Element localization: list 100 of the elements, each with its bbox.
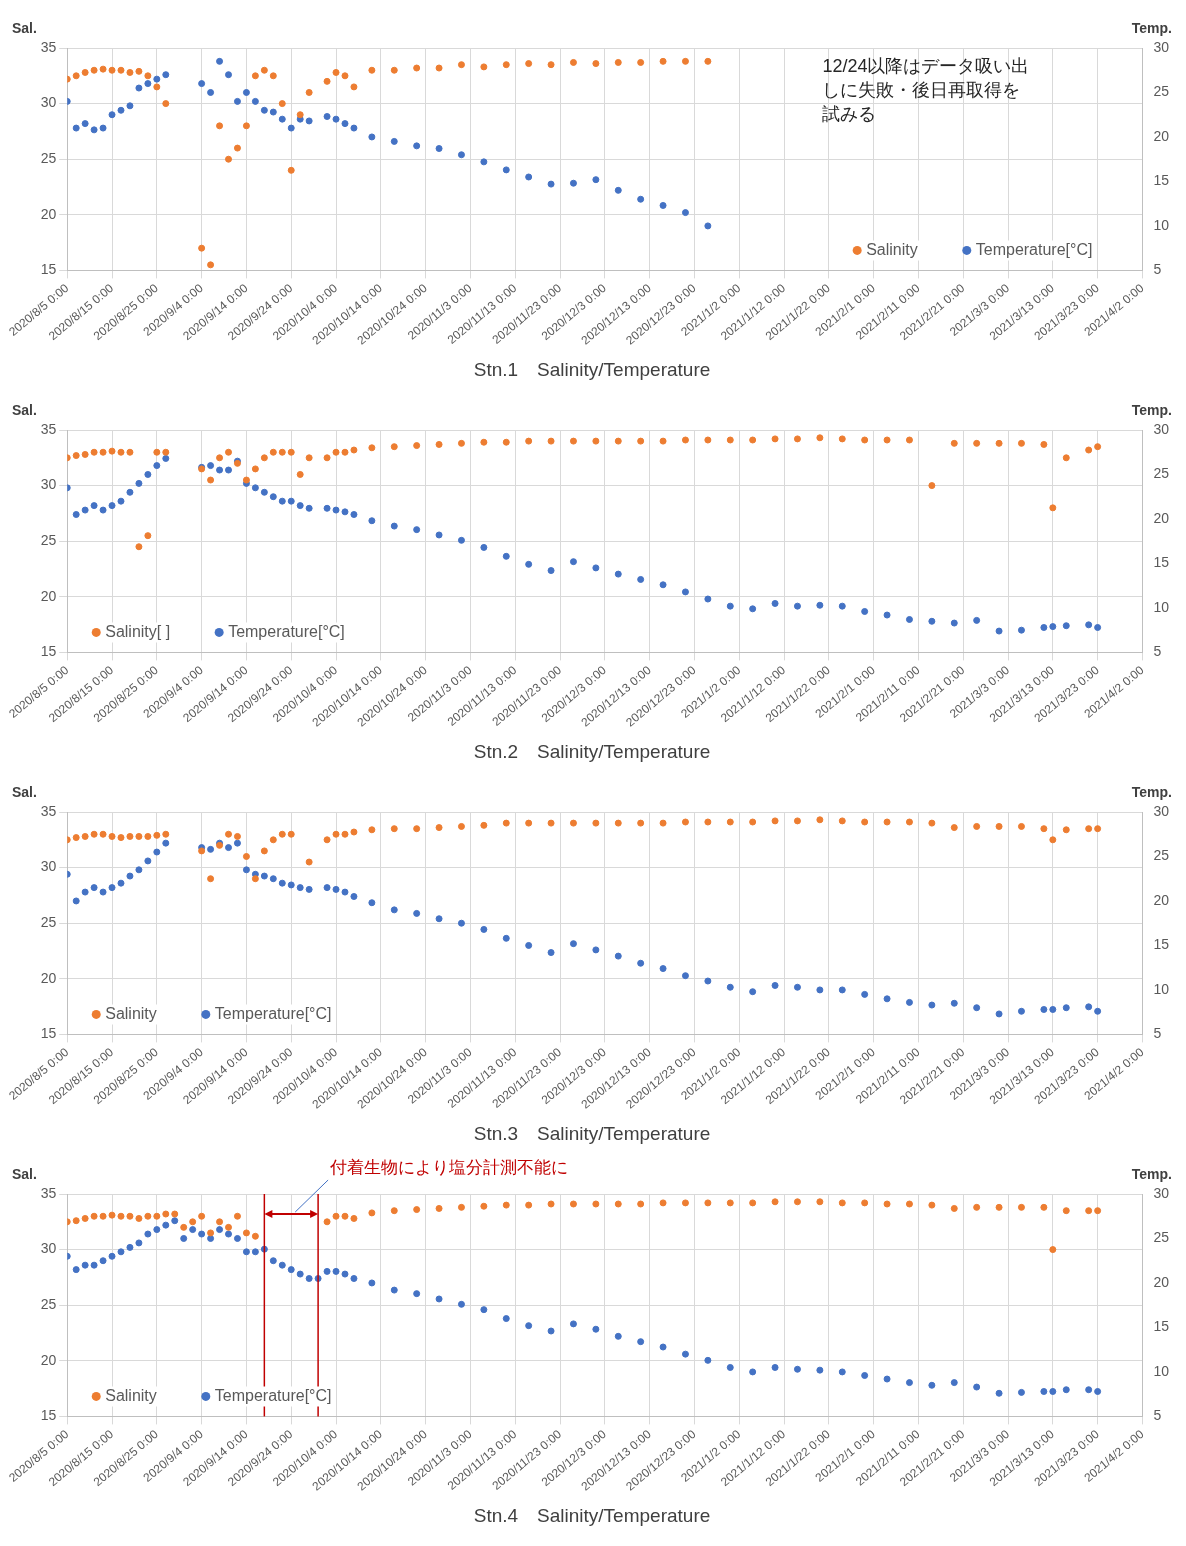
point	[323, 113, 331, 120]
y-tick-label: 30	[40, 858, 57, 875]
point	[207, 88, 215, 96]
point	[242, 122, 250, 130]
point	[278, 100, 286, 108]
y2-tick-label: 5	[1153, 261, 1162, 278]
point	[305, 117, 313, 125]
point	[480, 158, 488, 166]
point	[390, 137, 398, 145]
point	[278, 115, 286, 123]
point	[225, 71, 233, 79]
y2-tick-label: 10	[1153, 598, 1170, 615]
y-tick-label: 15	[40, 643, 57, 660]
y-tick-label: 30	[40, 1240, 57, 1257]
point	[207, 261, 215, 269]
point	[135, 84, 143, 92]
point	[435, 145, 443, 153]
point	[90, 126, 98, 134]
point	[72, 124, 80, 132]
y-axis-title: Sal.	[12, 19, 37, 36]
point	[502, 61, 510, 69]
point	[99, 65, 107, 73]
point	[126, 102, 134, 110]
y2-tick-label: 15	[1153, 554, 1170, 571]
point	[216, 122, 224, 130]
point	[592, 176, 600, 184]
point	[233, 144, 241, 152]
y2-axis-title: Temp.	[1131, 1165, 1172, 1182]
legend-label: Salinity	[866, 240, 918, 258]
point	[153, 83, 161, 91]
point	[341, 120, 349, 128]
point	[305, 88, 313, 96]
y-tick-label: 25	[40, 1296, 57, 1313]
y2-tick-label: 15	[1153, 1318, 1170, 1335]
point	[659, 57, 667, 65]
legend-label: Salinity[ ]	[105, 622, 171, 640]
point	[569, 58, 577, 66]
point	[81, 120, 89, 128]
y2-tick-label: 10	[1153, 1362, 1170, 1379]
point	[162, 71, 170, 79]
y-tick-label: 35	[40, 1184, 57, 1201]
point	[198, 244, 206, 252]
y-tick-label: 20	[40, 205, 57, 222]
point	[117, 106, 125, 114]
point	[260, 66, 268, 74]
point	[457, 151, 465, 159]
point	[126, 68, 134, 76]
y2-tick-label: 5	[1153, 1025, 1162, 1042]
point	[547, 61, 555, 69]
point	[413, 64, 421, 72]
legend-label: Salinity	[105, 1004, 157, 1022]
point	[287, 166, 295, 174]
point	[681, 209, 689, 217]
point	[162, 100, 170, 108]
point	[144, 72, 152, 80]
point	[90, 66, 98, 74]
point	[704, 57, 712, 65]
point	[569, 179, 577, 187]
y2-tick-label: 15	[1153, 172, 1170, 189]
point	[704, 222, 712, 230]
point	[659, 201, 667, 209]
y2-tick-label: 30	[1153, 1184, 1170, 1201]
point	[592, 60, 600, 68]
point	[681, 57, 689, 65]
text: 付着生物により塩分計測不能に	[329, 1158, 569, 1178]
point	[144, 80, 152, 88]
y-tick-label: 15	[40, 1025, 57, 1042]
y-tick-label: 25	[40, 914, 57, 931]
legend-label: Temperature[°C]	[975, 240, 1093, 258]
y2-tick-label: 20	[1153, 509, 1170, 526]
point	[269, 72, 277, 80]
point	[296, 111, 304, 119]
y-tick-label: 15	[40, 1407, 57, 1424]
point	[413, 142, 421, 150]
text: Stn.1 Salinity/Temperature	[473, 358, 711, 380]
y2-tick-label: 20	[1153, 891, 1170, 908]
point	[614, 58, 622, 66]
point	[390, 66, 398, 74]
y2-tick-label: 30	[1153, 38, 1170, 55]
point	[480, 63, 488, 71]
point	[323, 77, 331, 85]
y-tick-label: 35	[40, 802, 57, 819]
point	[350, 83, 358, 91]
point	[525, 173, 533, 181]
point	[108, 66, 116, 74]
point	[233, 97, 241, 105]
point	[108, 111, 116, 119]
point	[547, 180, 555, 188]
y2-tick-label: 30	[1153, 420, 1170, 437]
point	[368, 133, 376, 141]
annotation: 12/24以降はデータ吸い出しに失敗・後日再取得を試みる	[822, 55, 1030, 124]
y2-axis-title: Temp.	[1131, 19, 1172, 36]
y2-axis-title: Temp.	[1131, 783, 1172, 800]
y2-tick-label: 20	[1153, 1273, 1170, 1290]
y-tick-label: 30	[40, 476, 57, 493]
point	[332, 115, 340, 123]
point	[251, 72, 259, 80]
y2-tick-label: 25	[1153, 847, 1170, 864]
legend-label: Temperature[°C]	[214, 1386, 332, 1404]
y-tick-label: 15	[40, 261, 57, 278]
